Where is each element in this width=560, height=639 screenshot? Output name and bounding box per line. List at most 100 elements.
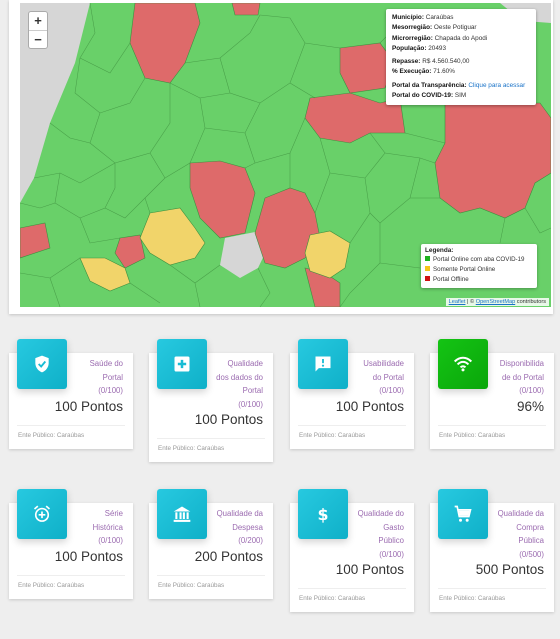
dollar-icon: $ bbox=[313, 504, 333, 524]
stat-card-label-line: Histórica bbox=[92, 522, 123, 532]
stat-card-value: 200 Pontos bbox=[194, 548, 263, 564]
medical-plus-icon bbox=[172, 354, 192, 374]
stat-card-footer: Ente Público: Caraúbas bbox=[299, 431, 366, 439]
stat-card-footer: Ente Público: Caraúbas bbox=[158, 445, 225, 452]
info-microrregiao: Microrregião: Chapada do Apodi bbox=[392, 34, 488, 42]
stat-card-label-line: Usabilidade bbox=[363, 359, 404, 368]
stat-card-label-line: Despesa bbox=[232, 522, 263, 532]
stat-card-label-line: Pública bbox=[518, 536, 544, 545]
legend-title: Legenda: bbox=[425, 247, 454, 254]
stat-card-badge bbox=[438, 489, 488, 539]
stat-card-value: 100 Pontos bbox=[335, 562, 404, 577]
stat-card-badge bbox=[157, 489, 207, 539]
map-attribution: Leaflet | © OpenStreetMap contributors bbox=[445, 298, 549, 306]
stat-card: Qualidade dos dados do Portal (0/100) 100 Po… bbox=[149, 339, 273, 462]
stat-card-label: Qualidade dos dados do Portal (0/100) bbox=[207, 357, 263, 411]
shield-check-icon bbox=[32, 354, 52, 374]
stat-card: Série Histórica (0/100) 100 Pontos Ente Públ… bbox=[9, 489, 133, 599]
stat-card-divider bbox=[17, 424, 125, 426]
bank-icon bbox=[172, 504, 192, 524]
stat-card-label: Disponibilida de do Portal (0/100) bbox=[488, 357, 544, 398]
stat-card-label: Usabilidade do Portal (0/100) bbox=[348, 357, 404, 398]
stat-card-divider bbox=[438, 588, 546, 589]
stat-card-label-line: Disponibilida bbox=[499, 359, 544, 368]
stat-card-badge bbox=[438, 339, 488, 389]
stat-card-label: Saúde do Portal (0/100) bbox=[67, 357, 123, 398]
stat-card-label-line: Qualidade da bbox=[497, 509, 544, 518]
stat-card-label-line: Público bbox=[378, 536, 404, 545]
stat-card-label-line: (0/100) bbox=[379, 386, 404, 395]
stat-card-divider bbox=[298, 588, 406, 589]
municipality-map[interactable]: + − Município: Caraúbas Mesorregião: Oes… bbox=[20, 3, 551, 307]
stat-card-badge bbox=[17, 489, 67, 539]
stat-card-value: 100 Pontos bbox=[54, 548, 123, 564]
stat-card: Disponibilida de do Portal (0/100) 96% Ente … bbox=[430, 339, 554, 449]
municipality-info-popup: Município: Caraúbas Mesorregião: Oeste P… bbox=[386, 9, 536, 106]
stat-card-value: 500 Pontos bbox=[475, 562, 544, 577]
stat-card-footer: Ente Público: Caraúbas bbox=[158, 581, 225, 589]
stat-card-badge bbox=[17, 339, 67, 389]
info-populacao: População: 20493 bbox=[392, 44, 447, 52]
portal-transparencia-link[interactable]: Clique para acessar bbox=[468, 81, 526, 89]
stat-card-footer: Ente Público: Caraúbas bbox=[299, 595, 366, 602]
stat-card-footer: Ente Público: Caraúbas bbox=[439, 595, 506, 602]
info-execucao: % Execução: 71.60% bbox=[392, 68, 455, 76]
alarm-clock-icon bbox=[32, 504, 52, 524]
zoom-control: + − bbox=[28, 11, 48, 49]
zoom-in-button[interactable]: + bbox=[34, 13, 42, 28]
stat-card-value: 100 Pontos bbox=[54, 398, 123, 414]
outside-region-west bbox=[20, 3, 90, 203]
info-municipio: Município: Caraúbas bbox=[392, 14, 454, 21]
stat-card-divider bbox=[438, 424, 546, 426]
stat-card-label-line: Saúde do bbox=[89, 359, 123, 368]
info-portal-transparencia: Portal da Transparência: Clique para ace… bbox=[392, 81, 526, 89]
shopping-cart-icon bbox=[453, 504, 473, 524]
osm-link[interactable]: OpenStreetMap bbox=[475, 299, 516, 305]
info-repasse: Repasse: R$ 4.560.540,00 bbox=[392, 58, 470, 66]
stat-card-label: Qualidade do Gasto Público (0/100) bbox=[348, 507, 404, 561]
stat-card-badge bbox=[298, 339, 348, 389]
alert-message-icon bbox=[313, 354, 333, 374]
stat-card-label-line: de do Portal bbox=[501, 372, 544, 382]
stat-card-divider bbox=[157, 438, 265, 439]
zoom-out-button[interactable]: − bbox=[29, 30, 47, 48]
stat-card-label-line: Qualidade do bbox=[357, 509, 404, 518]
stat-card-label: Qualidade da Despesa (0/200) bbox=[207, 507, 263, 548]
legend-item-offline: Portal Offline bbox=[425, 275, 533, 285]
stat-card: $ Qualidade do Gasto Público (0/100) 100 Pont… bbox=[290, 489, 414, 612]
stat-card-label-line: (0/200) bbox=[238, 536, 263, 545]
stat-card: Qualidade da Despesa (0/200) 200 Pontos Ente… bbox=[149, 489, 273, 599]
stat-card-footer: Ente Público: Caraúbas bbox=[18, 431, 85, 439]
stat-card-label: Série Histórica (0/100) bbox=[67, 507, 123, 548]
stat-card-badge: $ bbox=[298, 489, 348, 539]
stat-card-label-line: do Portal bbox=[372, 372, 404, 382]
stat-card-label-line: Portal bbox=[242, 386, 263, 395]
stat-card: Saúde do Portal (0/100) 100 Pontos Ente Públ… bbox=[9, 339, 133, 449]
stat-card-value: 96% bbox=[516, 398, 544, 414]
stat-card-footer: Ente Público: Caraúbas bbox=[18, 581, 85, 589]
stat-card-value: 100 Pontos bbox=[194, 412, 263, 427]
stat-card-label-line: (0/500) bbox=[519, 549, 544, 559]
stat-card-label-line: Compra bbox=[516, 522, 544, 532]
offline-region bbox=[189, 160, 256, 239]
stat-card-label-line: (0/100) bbox=[519, 386, 544, 395]
stat-card: Usabilidade do Portal (0/100) 100 Pontos Ent… bbox=[290, 339, 414, 449]
stat-card-label-line: (0/100) bbox=[98, 536, 123, 545]
legend-swatch bbox=[425, 256, 430, 261]
stat-card-footer: Ente Público: Caraúbas bbox=[439, 431, 506, 439]
stat-card-divider bbox=[17, 574, 125, 576]
info-mesorregiao: Mesorregião: Oeste Potiguar bbox=[392, 24, 477, 32]
stat-card-label-line: Portal bbox=[102, 372, 123, 382]
stat-card: Qualidade da Compra Pública (0/500) 500 Pont… bbox=[430, 489, 554, 612]
stat-card-value: 100 Pontos bbox=[335, 398, 404, 414]
leaflet-link[interactable]: Leaflet bbox=[448, 299, 466, 305]
outside-region-south bbox=[220, 231, 270, 278]
stat-card-label-line: (0/100) bbox=[238, 399, 263, 409]
stat-card-label-line: Qualidade da bbox=[216, 509, 263, 518]
offline-region bbox=[20, 222, 51, 259]
offline-region bbox=[129, 3, 201, 84]
legend-swatch bbox=[425, 276, 430, 281]
stat-card-label-line: (0/100) bbox=[379, 549, 404, 559]
stat-card-label-line: Qualidade bbox=[227, 359, 263, 368]
legend-item-online-covid: Portal Online com aba COVID-19 bbox=[425, 255, 533, 265]
